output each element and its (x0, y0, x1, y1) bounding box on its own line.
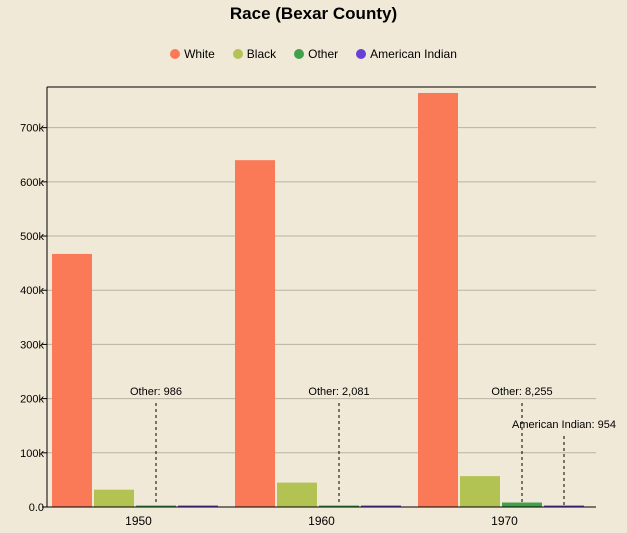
x-tick-label: 1960 (308, 514, 335, 528)
bar-black-1970 (460, 476, 500, 507)
bar-white-1950 (52, 253, 92, 507)
y-tick-label: 500k (20, 231, 44, 243)
annotation-label: Other: 2,081 (308, 386, 369, 398)
legend-label: White (184, 47, 215, 61)
annotation-label: Other: 8,255 (491, 386, 552, 398)
bar-white-1970 (418, 92, 458, 507)
bar-american-indian-1950 (178, 505, 218, 507)
legend-item-black[interactable]: Black (232, 47, 277, 61)
bar-other-1960 (319, 505, 359, 507)
bar-american-indian-1960 (361, 505, 401, 507)
bar-white-1960 (235, 160, 275, 507)
legend-item-american-indian[interactable]: American Indian (356, 47, 457, 61)
legend-marker (294, 49, 305, 59)
bar-black-1960 (277, 482, 317, 507)
annotation-label: Other: 986 (130, 386, 182, 398)
legend-marker (356, 49, 367, 59)
legend-marker (170, 49, 181, 59)
legend-label: American Indian (370, 47, 457, 61)
legend-label: Black (246, 47, 277, 61)
legend-item-white[interactable]: White (170, 47, 215, 61)
y-tick-label: 300k (20, 339, 44, 351)
legend-item-other[interactable]: Other (294, 47, 338, 61)
legend-marker (232, 49, 243, 59)
bar-black-1950 (94, 489, 134, 507)
bar-other-1970 (502, 502, 542, 507)
y-tick-label: 700k (20, 123, 44, 135)
y-tick-label: 0.0 (29, 502, 44, 514)
y-tick-label: 200k (20, 394, 44, 406)
legend-label: Other (308, 47, 339, 61)
y-tick-label: 100k (20, 448, 44, 460)
x-tick-label: 1970 (491, 514, 518, 528)
y-tick-label: 600k (20, 177, 44, 189)
bar-american-indian-1970 (544, 505, 584, 507)
y-tick-label: 400k (20, 285, 44, 297)
bar-other-1950 (136, 505, 176, 507)
annotation-label: American Indian: 954 (512, 419, 616, 431)
x-tick-label: 1950 (125, 514, 152, 528)
chart-title: Race (Bexar County) (229, 4, 398, 23)
legend: White Black Other American Indian (0, 47, 627, 61)
